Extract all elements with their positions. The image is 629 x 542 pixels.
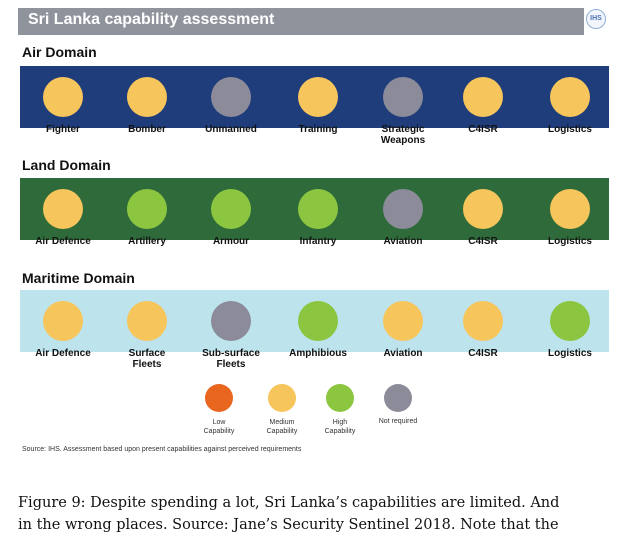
diagram-title: Sri Lanka capability assessment: [28, 11, 275, 28]
capability-circle-icon: [550, 301, 590, 341]
capability-circle-icon: [43, 189, 83, 229]
capability-label: Air Defence: [35, 236, 91, 247]
legend-label: Low Capability: [203, 419, 235, 435]
capability-circle-icon: [127, 77, 167, 117]
capability-circle-icon: [298, 189, 338, 229]
capability-circle-icon: [127, 301, 167, 341]
capability-label: C4ISR: [468, 124, 498, 135]
capability-label: Infantry: [299, 236, 337, 247]
land-domain-band: [20, 178, 609, 240]
capability-circle-icon: [298, 77, 338, 117]
capability-label: Strategic Weapons: [380, 124, 426, 146]
legend-label: High Capability: [324, 419, 356, 435]
capability-circle-icon: [127, 189, 167, 229]
capability-circle-icon: [463, 189, 503, 229]
capability-label: Bomber: [128, 124, 166, 135]
logo-text: IHS: [590, 15, 602, 22]
legend-label: Not required: [378, 418, 418, 425]
capability-circle-icon: [383, 301, 423, 341]
legend-high-icon: [326, 384, 354, 412]
capability-circle-icon: [383, 77, 423, 117]
capability-label: Unmanned: [205, 124, 257, 135]
capability-circle-icon: [383, 189, 423, 229]
capability-label: C4ISR: [468, 348, 498, 359]
capability-label: Amphibious: [289, 348, 347, 359]
legend-not-required-icon: [384, 384, 412, 412]
land-domain-title: Land Domain: [22, 157, 111, 173]
capability-label: Fighter: [46, 124, 80, 135]
source-note: Source: IHS. Assessment based upon prese…: [22, 446, 302, 453]
capability-circle-icon: [463, 301, 503, 341]
figure-caption: Figure 9: Despite spending a lot, Sri La…: [18, 492, 618, 536]
capability-label: Surface Fleets: [128, 348, 166, 370]
capability-label: Aviation: [383, 348, 423, 359]
capability-label: Training: [298, 124, 338, 135]
capability-label: Sub-surface Fleets: [202, 348, 260, 370]
legend-label: Medium Capability: [266, 419, 298, 435]
capability-circle-icon: [550, 77, 590, 117]
capability-circle-icon: [43, 301, 83, 341]
air-domain-title: Air Domain: [22, 44, 97, 60]
capability-circle-icon: [43, 77, 83, 117]
capability-circle-icon: [550, 189, 590, 229]
legend-medium-icon: [268, 384, 296, 412]
capability-circle-icon: [211, 189, 251, 229]
capability-label: Air Defence: [35, 348, 91, 359]
title-bar: [18, 8, 584, 35]
capability-circle-icon: [298, 301, 338, 341]
capability-circle-icon: [211, 77, 251, 117]
maritime-domain-band: [20, 290, 609, 352]
capability-label: Logistics: [548, 348, 592, 359]
capability-circle-icon: [463, 77, 503, 117]
maritime-domain-title: Maritime Domain: [22, 270, 135, 286]
capability-label: Aviation: [383, 236, 423, 247]
caption-line-2: in the wrong places. Source: Jane’s Secu…: [18, 517, 559, 533]
capability-label: Armour: [212, 236, 250, 247]
caption-line-1: Figure 9: Despite spending a lot, Sri La…: [18, 495, 560, 511]
capability-label: Logistics: [548, 124, 592, 135]
capability-circle-icon: [211, 301, 251, 341]
air-domain-band: [20, 66, 609, 128]
capability-label: C4ISR: [468, 236, 498, 247]
capability-label: Artillery: [128, 236, 166, 247]
ihs-logo-icon: IHS: [586, 9, 606, 29]
capability-label: Logistics: [548, 236, 592, 247]
legend-low-icon: [205, 384, 233, 412]
